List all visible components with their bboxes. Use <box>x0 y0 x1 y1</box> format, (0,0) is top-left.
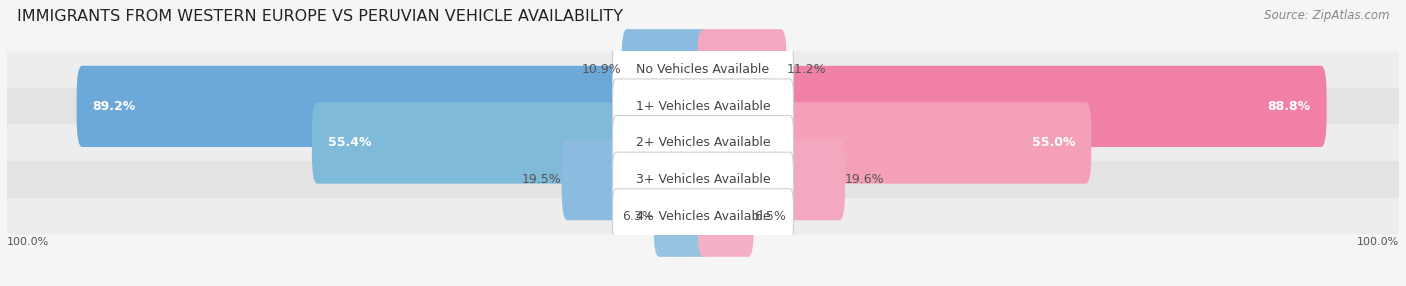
Text: 19.5%: 19.5% <box>522 173 562 186</box>
Text: 2+ Vehicles Available: 2+ Vehicles Available <box>636 136 770 150</box>
Text: 3+ Vehicles Available: 3+ Vehicles Available <box>636 173 770 186</box>
FancyBboxPatch shape <box>613 42 793 97</box>
FancyBboxPatch shape <box>697 29 786 110</box>
Text: 11.2%: 11.2% <box>786 63 827 76</box>
Text: 55.4%: 55.4% <box>328 136 371 150</box>
FancyBboxPatch shape <box>7 198 1399 235</box>
Text: 1+ Vehicles Available: 1+ Vehicles Available <box>636 100 770 113</box>
FancyBboxPatch shape <box>697 176 754 257</box>
FancyBboxPatch shape <box>76 66 709 147</box>
FancyBboxPatch shape <box>654 176 709 257</box>
FancyBboxPatch shape <box>613 152 793 207</box>
Text: 88.8%: 88.8% <box>1267 100 1310 113</box>
FancyBboxPatch shape <box>7 125 1399 161</box>
FancyBboxPatch shape <box>697 139 845 220</box>
Text: 55.0%: 55.0% <box>1032 136 1076 150</box>
FancyBboxPatch shape <box>562 139 709 220</box>
Text: 100.0%: 100.0% <box>1357 237 1399 247</box>
FancyBboxPatch shape <box>613 79 793 134</box>
Text: Source: ZipAtlas.com: Source: ZipAtlas.com <box>1264 9 1389 21</box>
Text: 89.2%: 89.2% <box>93 100 136 113</box>
Text: IMMIGRANTS FROM WESTERN EUROPE VS PERUVIAN VEHICLE AVAILABILITY: IMMIGRANTS FROM WESTERN EUROPE VS PERUVI… <box>17 9 623 23</box>
Text: 6.5%: 6.5% <box>754 210 786 223</box>
FancyBboxPatch shape <box>7 51 1399 88</box>
FancyBboxPatch shape <box>697 102 1091 184</box>
Text: 4+ Vehicles Available: 4+ Vehicles Available <box>636 210 770 223</box>
Text: 6.3%: 6.3% <box>621 210 654 223</box>
Text: No Vehicles Available: No Vehicles Available <box>637 63 769 76</box>
FancyBboxPatch shape <box>7 88 1399 125</box>
FancyBboxPatch shape <box>697 66 1327 147</box>
Text: 100.0%: 100.0% <box>7 237 49 247</box>
FancyBboxPatch shape <box>613 116 793 170</box>
FancyBboxPatch shape <box>312 102 709 184</box>
FancyBboxPatch shape <box>621 29 709 110</box>
Text: 10.9%: 10.9% <box>582 63 621 76</box>
Text: 19.6%: 19.6% <box>845 173 884 186</box>
FancyBboxPatch shape <box>7 161 1399 198</box>
FancyBboxPatch shape <box>613 189 793 244</box>
